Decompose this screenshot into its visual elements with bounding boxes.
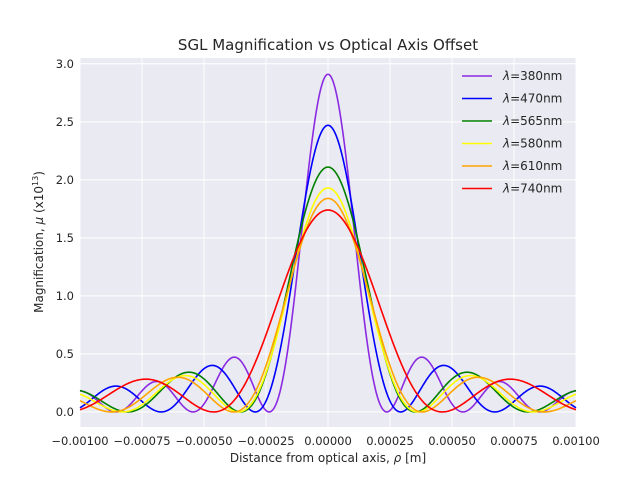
series-lines [79,73,577,413]
series-line-740nm [79,209,577,413]
x-tick-label-0: −0.00100 [51,434,108,448]
x-tick-label-4: 0.00000 [304,434,352,448]
legend-label-580nm: λ=580nm [502,137,562,151]
x-tick-label-2: −0.00050 [175,434,232,448]
legend-label-380nm: λ=380nm [502,69,562,83]
y-tick-label-1: 0.5 [56,347,74,361]
y-tick-label-0: 0.0 [56,405,74,419]
y-tick-label-5: 2.5 [56,115,74,129]
y-tick-label-4: 2.0 [56,173,74,187]
legend-label-740nm: λ=740nm [502,182,562,196]
x-tick-label-3: −0.00025 [237,434,294,448]
x-tick-label-1: −0.00075 [113,434,170,448]
y-tick-label-3: 1.5 [56,231,74,245]
legend-label-470nm: λ=470nm [502,92,562,106]
y-tick-label-2: 1.0 [56,289,74,303]
legend-label-565nm: λ=565nm [502,114,562,128]
x-tick-label-6: 0.00050 [428,434,476,448]
y-axis-label: Magnification, μ (x1013) [31,171,46,313]
series-line-610nm [79,197,577,413]
series-line-565nm [79,166,577,413]
x-tick-label-5: 0.00025 [366,434,414,448]
x-tick-label-8: 0.00100 [552,434,600,448]
chart-title: SGL Magnification vs Optical Axis Offset [178,36,478,54]
x-tick-label-7: 0.00075 [490,434,538,448]
y-tick-label-6: 3.0 [56,57,74,71]
series-line-470nm [79,124,577,413]
y-tick-labels: 0.0 0.5 1.0 1.5 2.0 2.5 3.0 [56,57,74,419]
x-tick-labels: −0.00100 −0.00075 −0.00050 −0.00025 0.00000 0… [51,434,599,448]
series-line-580nm [79,187,577,413]
legend-label-610nm: λ=610nm [502,159,562,173]
legend: λ=380nm λ=470nm λ=565nm λ=580nm λ=610nm λ=740… [462,69,562,196]
gridlines [79,58,577,427]
x-axis-label: Distance from optical axis, ρ [m] [230,451,426,465]
